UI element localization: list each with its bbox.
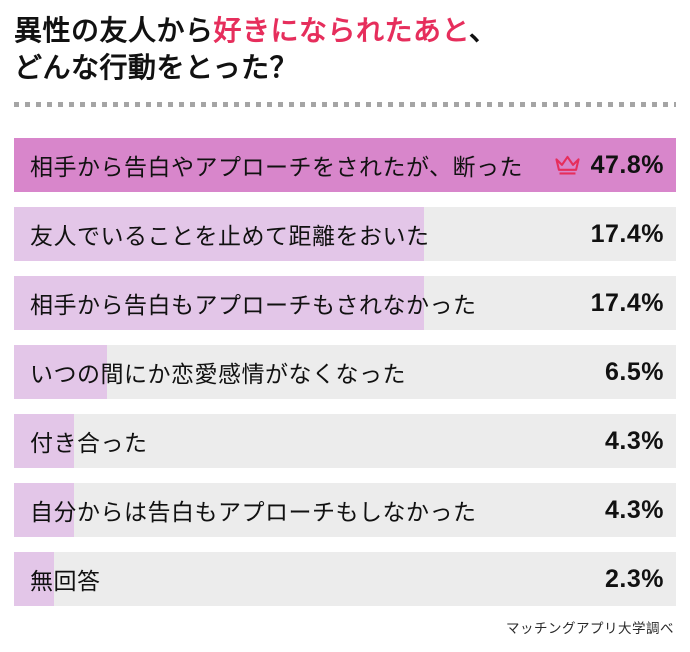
bar-fill: [14, 138, 676, 192]
title-line-1: 異性の友人から好きになられたあと、: [14, 12, 676, 49]
crown-icon: [554, 154, 591, 177]
bar-value: 47.8%: [590, 150, 664, 179]
title-line-2: どんな行動をとった？: [14, 52, 299, 83]
chart-row: 相手から告白やアプローチをされたが、断った 47.8%: [14, 138, 676, 192]
dotted-divider: [14, 102, 676, 107]
bar-fill: [14, 345, 107, 399]
title-highlight: 好きになられたあと: [213, 15, 469, 46]
bar-label: 付き合った: [30, 430, 148, 456]
bar-value: 2.3%: [605, 564, 664, 593]
bar-fill: [14, 414, 74, 468]
bar-value: 6.5%: [605, 357, 664, 386]
bar-label: 無回答: [30, 568, 101, 594]
bar-value: 4.3%: [605, 426, 664, 455]
bar-fill: [14, 207, 425, 261]
bar-chart: 相手から告白やアプローチをされたが、断った 47.8% 友人でいることを止めて距…: [14, 138, 676, 606]
chart-row: 相手から告白もアプローチもされなかった 17.4%: [14, 276, 676, 330]
chart-row: 無回答 2.3%: [14, 552, 676, 606]
page-title: 異性の友人から好きになられたあと、 どんな行動をとった？: [14, 12, 676, 86]
chart-row: 自分からは告白もアプローチもしなかった 4.3%: [14, 483, 676, 537]
title-text-post: 、: [468, 15, 498, 46]
chart-row: 付き合った 4.3%: [14, 414, 676, 468]
title-text: 異性の友人から: [14, 15, 214, 46]
chart-row: いつの間にか恋愛感情がなくなった 6.5%: [14, 345, 676, 399]
bar-label: 自分からは告白もアプローチもしなかった: [30, 499, 477, 525]
bar-value: 4.3%: [605, 495, 664, 524]
chart-row: 友人でいることを止めて距離をおいた 17.4%: [14, 207, 676, 261]
bar-fill: [14, 483, 74, 537]
bar-label: 相手から告白もアプローチもされなかった: [30, 292, 477, 318]
bar-label: 友人でいることを止めて距離をおいた: [30, 223, 430, 249]
source-credit: マッチングアプリ大学調べ: [506, 621, 674, 636]
bar-label: 相手から告白やアプローチをされたが、断った: [30, 154, 524, 180]
bar-value: 17.4%: [590, 219, 664, 248]
bar-label: いつの間にか恋愛感情がなくなった: [30, 361, 406, 387]
bar-fill: [14, 552, 54, 606]
bar-value: 17.4%: [590, 288, 664, 317]
bar-fill: [14, 276, 425, 330]
